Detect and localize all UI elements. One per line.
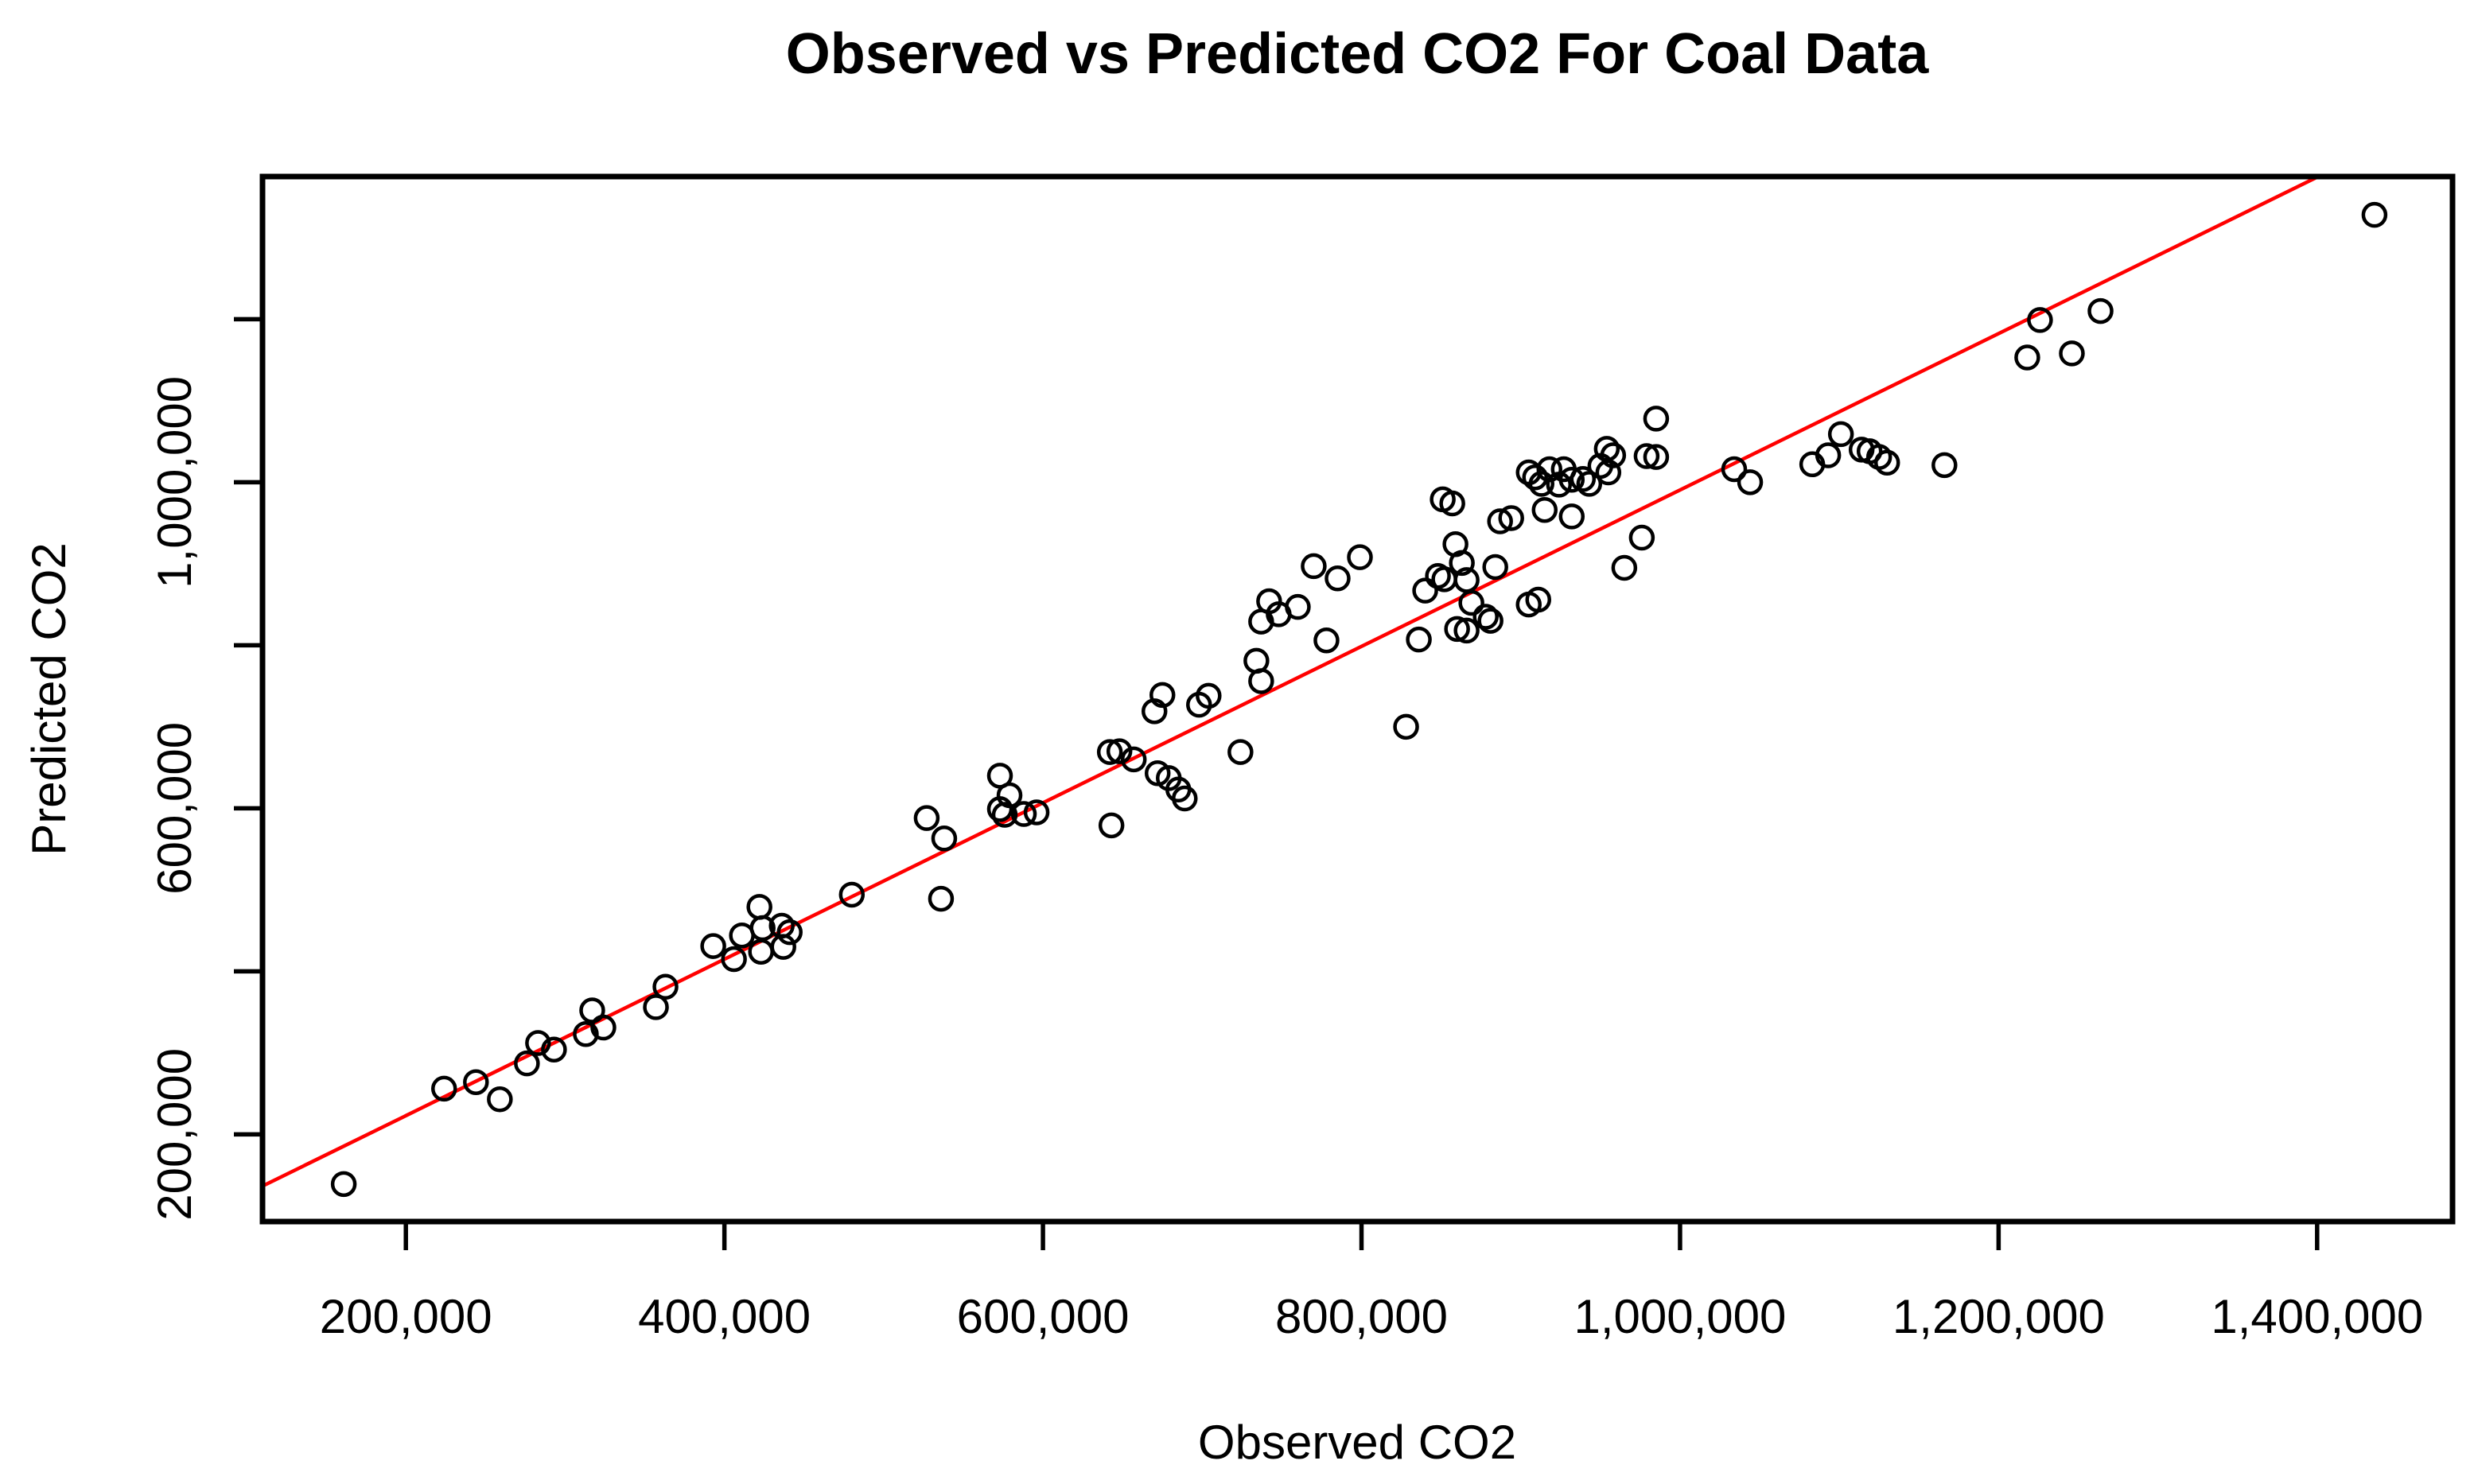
data-point (487, 1086, 513, 1113)
data-point (1248, 668, 1274, 694)
data-point (1096, 739, 1123, 765)
data-point (1472, 604, 1499, 630)
data-point (749, 915, 776, 942)
data-point (1558, 503, 1585, 530)
data-point (1149, 682, 1176, 709)
data-point (928, 885, 955, 912)
x-tick-label: 1,000,000 (1573, 1290, 1786, 1343)
data-point (931, 826, 958, 852)
x-axis-title: Observed CO2 (1198, 1416, 1516, 1469)
data-point (643, 994, 669, 1020)
data-point (1347, 544, 1373, 570)
data-point (1815, 442, 1842, 468)
data-point (991, 802, 1018, 828)
data-point (1449, 550, 1475, 577)
data-point (330, 1171, 357, 1198)
x-tick-label: 1,400,000 (2211, 1290, 2423, 1343)
data-point (652, 973, 679, 1000)
data-point (1643, 406, 1670, 432)
data-point (986, 796, 1013, 822)
data-point (463, 1069, 489, 1095)
data-point (1931, 452, 1958, 479)
data-point (1611, 554, 1638, 581)
data-point (2059, 340, 2085, 367)
data-point (1120, 746, 1147, 773)
data-point (2014, 344, 2040, 371)
data-point (1531, 496, 1558, 523)
data-point (1106, 738, 1133, 764)
data-point (1576, 471, 1603, 497)
chart-title: Observed vs Predicted CO2 For Coal Data (786, 22, 1929, 86)
data-point (514, 1050, 540, 1077)
data-point (1313, 627, 1340, 654)
data-point (1558, 467, 1585, 493)
fit-line (263, 177, 2323, 1188)
data-point (1628, 524, 1655, 551)
data-point (1522, 464, 1548, 491)
data-point (1010, 801, 1037, 827)
data-point (1482, 554, 1508, 581)
data-point (1737, 469, 1764, 495)
y-axis-title: Predicted CO2 (22, 542, 76, 856)
data-point (1477, 608, 1503, 634)
x-tick-label: 800,000 (1275, 1290, 1448, 1343)
data-point (1023, 799, 1050, 826)
data-point (1406, 626, 1432, 653)
data-point (1172, 785, 1198, 812)
data-point (525, 1030, 551, 1056)
data-point (1444, 616, 1470, 643)
data-point (913, 805, 940, 831)
data-point (1227, 739, 1254, 765)
data-point (2027, 307, 2053, 333)
data-point (1643, 444, 1670, 470)
data-point (541, 1036, 567, 1062)
data-point (1528, 471, 1555, 497)
data-point (1325, 565, 1351, 592)
data-point (1633, 443, 1660, 469)
data-point (1570, 466, 1597, 492)
data-point (1412, 577, 1438, 604)
x-tick-label: 400,000 (638, 1290, 811, 1343)
data-point (1453, 617, 1480, 644)
data-point (1098, 812, 1125, 839)
data-point (838, 881, 866, 908)
data-point (1393, 713, 1419, 740)
data-point (1248, 608, 1274, 635)
data-point (430, 1075, 457, 1102)
data-point (2361, 201, 2388, 228)
data-point (721, 946, 747, 973)
x-tick-label: 200,000 (320, 1290, 492, 1343)
data-point (1186, 691, 1212, 718)
data-point (590, 1014, 617, 1041)
x-tick-label: 1,200,000 (1892, 1290, 2105, 1343)
data-point (1439, 490, 1465, 517)
data-point (770, 934, 796, 960)
data-point (1285, 593, 1311, 620)
data-point (1487, 508, 1513, 534)
data-point (1301, 553, 1327, 580)
data-point (1873, 449, 1900, 476)
plot-border (259, 173, 2456, 1225)
data-point (1600, 442, 1627, 468)
data-point (2087, 297, 2114, 324)
data-point (1546, 472, 1573, 498)
data-point (1525, 586, 1551, 613)
axis-ticks-layer: 200,000 400,000 600,000 800,000 1,000,000 1,2… (148, 317, 2423, 1343)
data-point (1498, 505, 1524, 531)
data-point (776, 919, 803, 946)
data-point (1458, 589, 1484, 616)
data-point (1721, 456, 1748, 483)
x-tick-label: 600,000 (957, 1290, 1130, 1343)
data-point (700, 933, 726, 959)
data-point (573, 1021, 599, 1047)
data-point (1595, 459, 1622, 486)
y-tick-label: 1,000,000 (148, 376, 201, 589)
y-tick-label: 200,000 (148, 1048, 201, 1221)
y-tick-label: 600,000 (148, 722, 201, 895)
data-point (1827, 421, 1854, 448)
data-points-layer (330, 201, 2388, 1198)
